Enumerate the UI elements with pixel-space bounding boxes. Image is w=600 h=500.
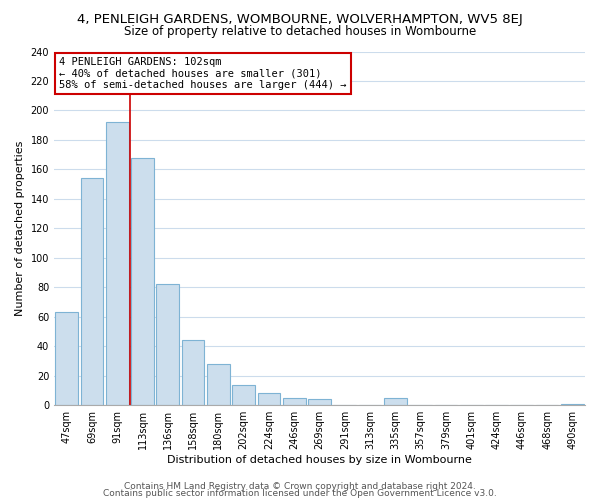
Bar [131, 158, 154, 405]
Text: Size of property relative to detached houses in Wombourne: Size of property relative to detached ho… [124, 25, 476, 38]
Bar [384, 398, 407, 405]
Bar [106, 122, 128, 405]
Bar [232, 384, 255, 405]
Bar [561, 404, 584, 405]
Text: Contains public sector information licensed under the Open Government Licence v3: Contains public sector information licen… [103, 490, 497, 498]
Bar [80, 178, 103, 405]
X-axis label: Distribution of detached houses by size in Wombourne: Distribution of detached houses by size … [167, 455, 472, 465]
Y-axis label: Number of detached properties: Number of detached properties [15, 140, 25, 316]
Text: 4, PENLEIGH GARDENS, WOMBOURNE, WOLVERHAMPTON, WV5 8EJ: 4, PENLEIGH GARDENS, WOMBOURNE, WOLVERHA… [77, 12, 523, 26]
Text: Contains HM Land Registry data © Crown copyright and database right 2024.: Contains HM Land Registry data © Crown c… [124, 482, 476, 491]
Bar [182, 340, 205, 405]
Bar [257, 394, 280, 405]
Bar [207, 364, 230, 405]
Text: 4 PENLEIGH GARDENS: 102sqm
← 40% of detached houses are smaller (301)
58% of sem: 4 PENLEIGH GARDENS: 102sqm ← 40% of deta… [59, 57, 347, 90]
Bar [157, 284, 179, 405]
Bar [283, 398, 305, 405]
Bar [308, 400, 331, 405]
Bar [55, 312, 78, 405]
